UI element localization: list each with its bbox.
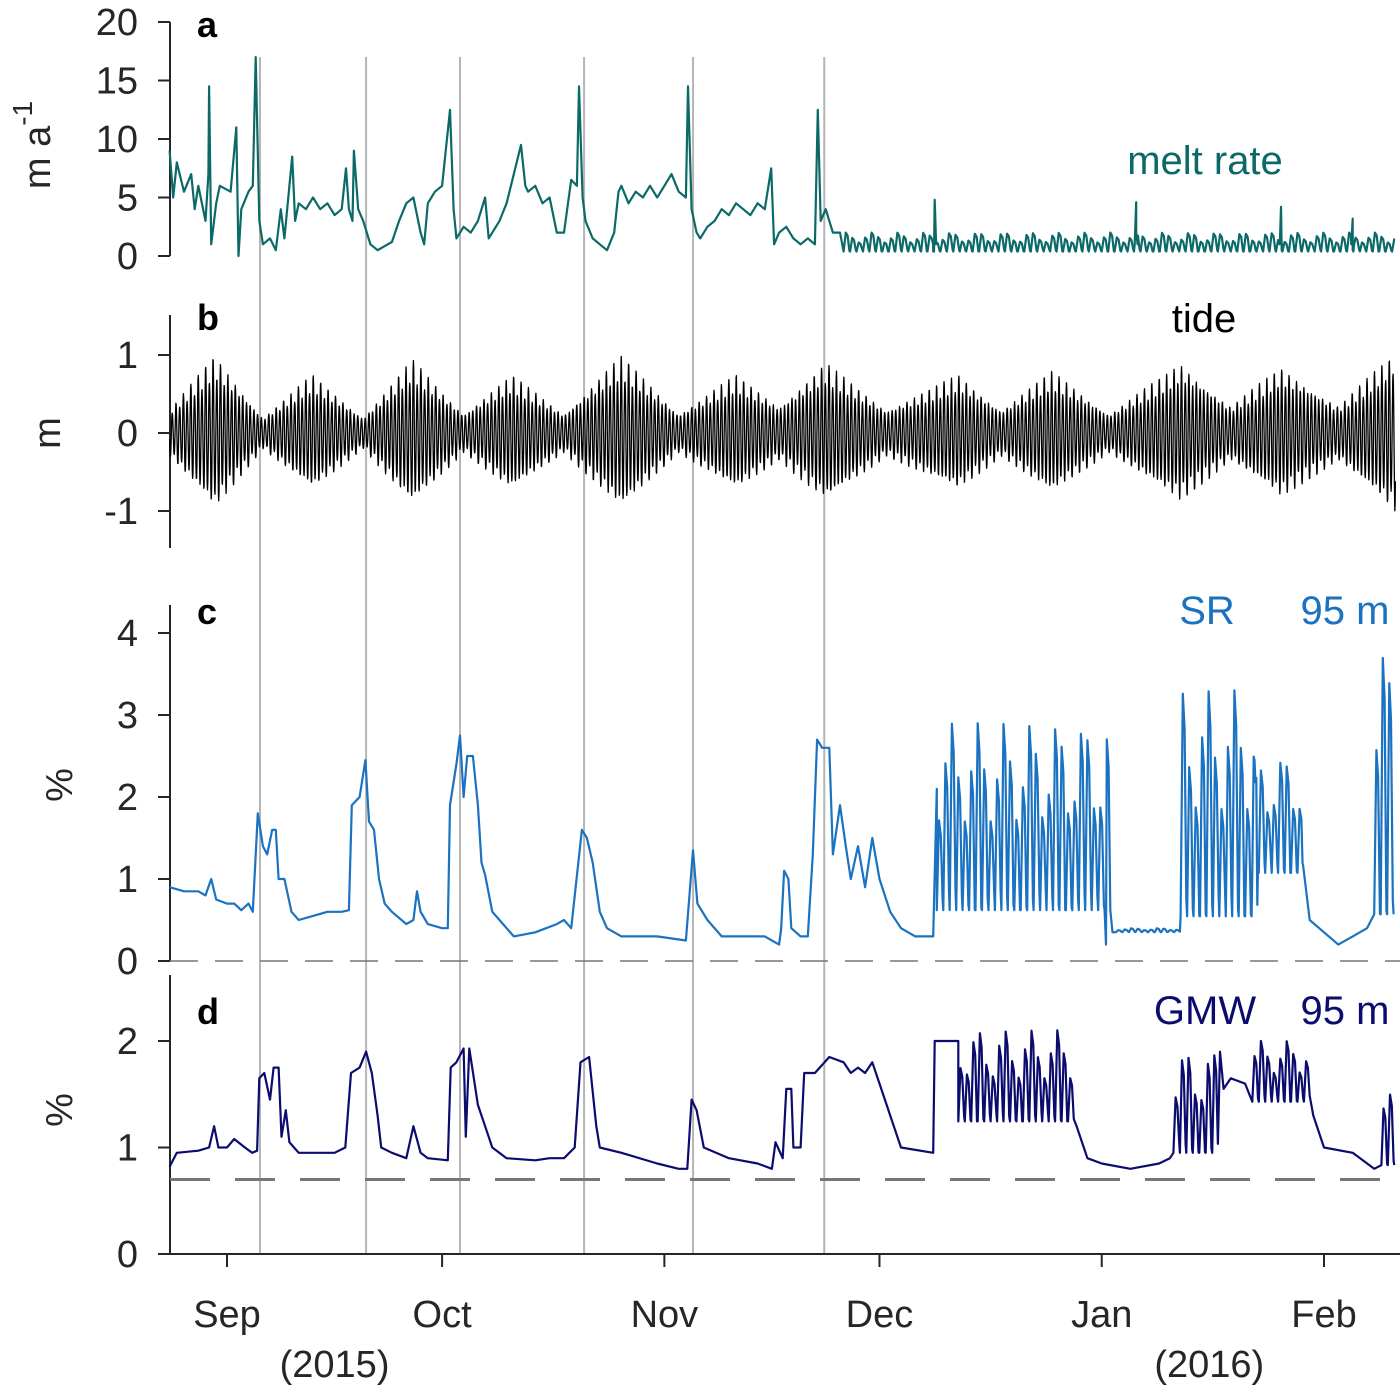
panel-letter: c [197,591,217,632]
y-tick-label: 1 [117,335,138,377]
depth-label: 95 m [1301,589,1390,633]
panel-d: 0 1 2 d% GMW 95 m [39,975,1400,1276]
series-label: tide [1172,297,1237,341]
y-axis-label-sup: -1 [7,101,38,126]
y-tick-label: 2 [117,1021,138,1063]
y-tick-label: 15 [96,61,138,103]
x-tick-label: Oct [413,1294,473,1336]
x-tick-label: Jan [1071,1294,1132,1336]
y-axis-label: % [39,1093,81,1127]
series-label: SR [1179,589,1235,633]
y-tick-label: -1 [104,491,138,533]
series-line-tide [168,355,1397,512]
y-tick-label: 10 [96,119,138,161]
panel-letter: b [197,297,219,338]
series-label: melt rate [1127,139,1283,183]
y-axis-label-text: m [27,417,69,449]
panel-letter: d [197,991,219,1032]
y-axis-label-text: % [39,768,81,802]
y-tick-label: 2 [117,777,138,819]
series-line-gmw [168,1029,1396,1170]
y-tick-label: 0 [117,941,138,983]
x-tick-label: Dec [846,1294,914,1336]
series-label: GMW [1154,989,1256,1033]
panel-letter: a [197,4,218,45]
x-tick-label: Sep [193,1294,261,1336]
panel-a: 0 5 10 15 20 a m a-1 melt rate [7,2,1396,278]
depth-label: 95 m [1301,989,1390,1033]
y-tick-label: 3 [117,695,138,737]
y-axis-label: m a-1 [7,101,59,189]
y-tick-label: 4 [117,613,138,655]
y-axis-label-text: % [39,1093,81,1127]
year-label: (2015) [280,1344,390,1386]
y-tick-label: 1 [117,859,138,901]
panel-c: 0 1 2 3 4 c% SR 95 m [39,589,1400,983]
x-tick-label: Nov [631,1294,699,1336]
x-tick-label: Feb [1291,1294,1356,1336]
y-axis-label: % [39,768,81,802]
y-tick-label: 0 [117,1234,138,1276]
y-axis-label-text: m a [17,125,59,189]
y-tick-label: 1 [117,1128,138,1170]
year-label: (2016) [1154,1344,1264,1386]
series-line-sr [169,656,1395,946]
panel-b: -1 0 1 b m tide [27,297,1397,548]
series-line-melt-rate [168,56,1396,258]
y-tick-label: 0 [117,236,138,278]
y-tick-label: 20 [96,2,138,44]
y-axis-label: m [27,417,69,449]
y-tick-label: 5 [117,178,138,220]
y-tick-label: 0 [117,413,138,455]
